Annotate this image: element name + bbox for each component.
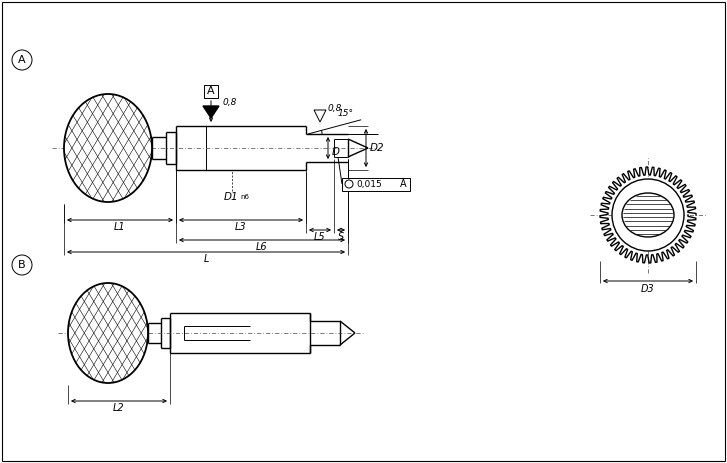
Text: D1: D1	[224, 192, 238, 202]
Text: D2: D2	[370, 143, 385, 153]
Text: S: S	[338, 232, 344, 242]
Ellipse shape	[64, 94, 152, 202]
Text: 0,015: 0,015	[356, 180, 382, 188]
Text: L5: L5	[314, 232, 326, 242]
Text: 15°: 15°	[338, 109, 354, 118]
Text: B: B	[18, 260, 26, 270]
Polygon shape	[203, 106, 219, 118]
Circle shape	[12, 50, 32, 70]
Text: L3: L3	[236, 222, 246, 232]
Circle shape	[612, 179, 684, 251]
Text: 0,8: 0,8	[223, 99, 238, 107]
Circle shape	[12, 255, 32, 275]
Text: A: A	[18, 55, 26, 65]
Text: D3: D3	[641, 284, 655, 294]
Text: L1: L1	[114, 222, 126, 232]
Ellipse shape	[68, 283, 148, 383]
Text: L2: L2	[113, 403, 125, 413]
Circle shape	[345, 180, 353, 188]
FancyBboxPatch shape	[204, 85, 218, 98]
Bar	[342, 177, 410, 190]
Text: A: A	[400, 179, 406, 189]
Text: L6: L6	[256, 242, 268, 252]
Polygon shape	[314, 110, 326, 122]
Text: A: A	[207, 87, 214, 96]
Ellipse shape	[622, 193, 674, 237]
Text: 0,8: 0,8	[328, 105, 342, 113]
Text: D: D	[332, 147, 340, 157]
Text: n6: n6	[240, 194, 249, 200]
Text: L: L	[204, 254, 209, 264]
